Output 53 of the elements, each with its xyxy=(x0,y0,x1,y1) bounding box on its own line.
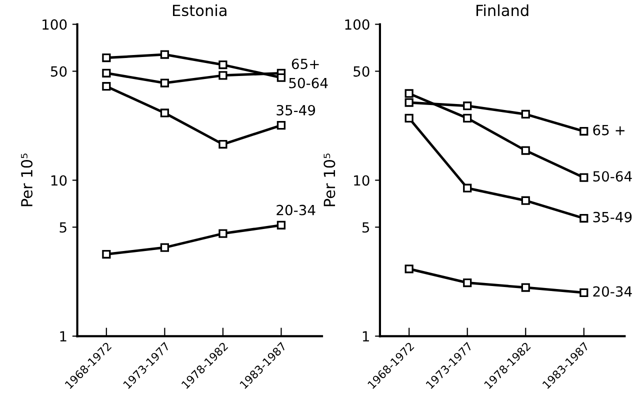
point xyxy=(276,220,286,230)
point xyxy=(160,108,169,118)
point xyxy=(160,243,169,252)
y-tick-label: 5 xyxy=(362,222,370,233)
series-label: 65+ xyxy=(292,58,319,70)
chart-title: Finland xyxy=(476,4,528,16)
point xyxy=(404,264,414,274)
point xyxy=(160,50,169,59)
point xyxy=(404,89,414,98)
point xyxy=(218,60,228,70)
point xyxy=(580,126,588,136)
series-label: 35-49 xyxy=(593,212,632,222)
point xyxy=(276,121,286,130)
point xyxy=(102,53,111,62)
y-tick-label: 10 xyxy=(51,175,67,186)
y-tick-label: 1 xyxy=(362,331,369,342)
series-label: 20-34 xyxy=(276,204,316,216)
point xyxy=(580,214,588,223)
point xyxy=(218,229,228,238)
point xyxy=(276,73,286,82)
series-label: 65 + xyxy=(593,124,624,136)
y-tick-label: 1 xyxy=(60,331,66,342)
y-tick-label: 50 xyxy=(354,66,370,77)
point xyxy=(463,102,472,110)
chart-title: Estonia xyxy=(173,4,226,16)
y-axis-title: Per 10⁵ xyxy=(324,154,336,206)
point xyxy=(102,250,111,259)
y-axis-title: Per 10⁵ xyxy=(20,154,33,206)
point xyxy=(521,196,530,205)
point xyxy=(580,173,588,182)
y-tick-label: 10 xyxy=(354,175,370,186)
point xyxy=(463,184,472,192)
point xyxy=(218,140,228,149)
point xyxy=(521,110,530,119)
point xyxy=(463,278,472,288)
point xyxy=(102,82,111,91)
series-label: 50-64 xyxy=(289,78,328,88)
point xyxy=(521,283,530,292)
y-tick-label: 100 xyxy=(42,19,67,30)
point xyxy=(218,71,228,80)
y-tick-label: 100 xyxy=(345,19,370,30)
series-label: 35-49 xyxy=(276,104,316,116)
series-label: 20-34 xyxy=(593,286,632,297)
point xyxy=(463,114,472,122)
point xyxy=(102,68,111,78)
y-tick-label: 5 xyxy=(60,222,66,233)
point xyxy=(404,114,414,122)
point xyxy=(404,98,414,107)
series-label: 50-64 xyxy=(593,171,632,182)
y-tick-label: 50 xyxy=(50,66,67,77)
point xyxy=(580,288,588,297)
point xyxy=(521,146,530,155)
point xyxy=(160,78,169,88)
